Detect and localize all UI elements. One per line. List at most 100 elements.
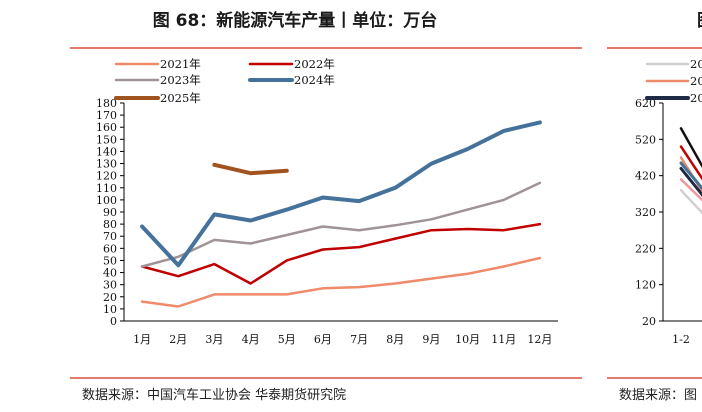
y-tick-label: 10 — [103, 303, 117, 316]
y-tick-label: 0 — [110, 315, 117, 328]
series-line-2023年 — [140, 181, 542, 268]
data-point — [249, 282, 252, 285]
data-point — [141, 300, 143, 303]
x-tick-label: 5月 — [278, 333, 296, 346]
data-point — [358, 286, 360, 288]
y-tick-label: 30 — [103, 279, 117, 292]
y-tick-label: 140 — [96, 145, 117, 158]
series-line-2024年 — [140, 120, 542, 268]
data-point — [213, 238, 216, 241]
legend-label: 2025年 — [160, 91, 201, 105]
data-point — [285, 208, 288, 211]
data-point — [213, 163, 216, 166]
data-point — [466, 148, 469, 150]
bottom-divider — [70, 377, 582, 379]
source-note-right: 数据来源：图 — [619, 388, 698, 403]
y-tick-label: 60 — [103, 242, 117, 255]
x-tick-label: 10月 — [455, 333, 480, 346]
data-point — [502, 198, 505, 201]
second-y-tick-label: 520 — [635, 133, 656, 146]
second-y-tick-label: 220 — [635, 242, 656, 255]
data-point — [213, 263, 216, 265]
series-line-2025年 — [212, 162, 289, 176]
y-tick-label: 70 — [103, 230, 117, 243]
data-point — [430, 162, 433, 165]
series-line-2022年 — [140, 222, 542, 285]
data-point — [502, 265, 505, 268]
data-point — [177, 255, 180, 258]
data-point — [213, 293, 216, 296]
x-tick-label: 2月 — [169, 333, 187, 346]
data-point — [394, 224, 397, 227]
data-point — [394, 186, 397, 189]
second-legend-label: 20 — [690, 74, 702, 88]
data-point — [285, 259, 288, 262]
data-point — [539, 121, 541, 124]
data-point — [285, 293, 288, 296]
data-point — [141, 265, 143, 268]
x-tick-label: 7月 — [350, 333, 368, 346]
x-tick-label: 3月 — [205, 333, 223, 346]
x-tick-label: 1月 — [133, 333, 151, 346]
data-point — [430, 218, 433, 221]
legend-label: 2021年 — [160, 57, 201, 71]
top-divider-right — [607, 47, 702, 49]
data-point — [322, 287, 324, 290]
source-note: 数据来源：中国汽车工业协会 华泰期货研究院 — [82, 388, 347, 403]
x-tick-label: 8月 — [386, 333, 404, 346]
y-tick-label: 170 — [96, 109, 117, 122]
y-tick-label: 120 — [96, 170, 117, 183]
data-point — [502, 129, 505, 132]
chart-title: 图 68：新能源汽车产量丨单位：万台 — [152, 11, 438, 31]
x-tick-label: 9月 — [422, 333, 440, 346]
data-point — [394, 282, 397, 285]
legend-label: 2024年 — [294, 73, 335, 87]
second-y-tick-label: 120 — [635, 279, 656, 292]
second-y-tick-label: 420 — [635, 170, 656, 183]
data-point — [249, 172, 252, 175]
data-point — [213, 213, 216, 216]
legend-label: 2023年 — [160, 73, 201, 87]
x-tick-label: 12月 — [527, 333, 552, 346]
data-point — [177, 305, 180, 308]
data-point — [466, 272, 469, 275]
data-point — [394, 237, 397, 240]
data-point — [177, 264, 180, 267]
y-tick-label: 80 — [103, 218, 117, 231]
data-point — [466, 208, 469, 211]
second-legend-label: 20 — [690, 57, 702, 71]
y-tick-label: 180 — [96, 97, 117, 110]
data-point — [177, 275, 180, 278]
data-point — [430, 229, 433, 232]
y-tick-label: 130 — [96, 158, 117, 171]
data-point — [249, 242, 252, 245]
data-point — [322, 225, 324, 228]
x-tick-label: 6月 — [314, 333, 332, 346]
x-tick-label: 11月 — [491, 333, 516, 346]
y-tick-label: 150 — [96, 133, 117, 146]
data-point — [539, 257, 541, 259]
data-point — [285, 234, 288, 236]
y-tick-label: 110 — [96, 182, 117, 195]
series-line-2021年 — [140, 256, 542, 308]
y-tick-label: 90 — [103, 206, 117, 219]
legend-label: 2022年 — [294, 57, 335, 71]
data-point — [249, 293, 252, 296]
second-y-tick-label: 20 — [642, 315, 656, 328]
data-point — [539, 182, 541, 184]
data-point — [322, 248, 324, 251]
second-chart-title: 图 — [697, 6, 702, 31]
data-point — [141, 225, 143, 228]
data-point — [358, 200, 360, 203]
second-x-tick-label: 1-2 — [672, 333, 690, 346]
top-divider — [70, 47, 582, 49]
data-point — [322, 196, 324, 199]
y-tick-label: 100 — [96, 194, 117, 207]
x-tick-label: 4月 — [242, 333, 260, 346]
data-point — [539, 223, 541, 226]
data-point — [502, 229, 505, 232]
second-legend-label: 20 — [690, 91, 702, 105]
data-point — [285, 169, 288, 172]
y-tick-label: 160 — [96, 121, 117, 134]
